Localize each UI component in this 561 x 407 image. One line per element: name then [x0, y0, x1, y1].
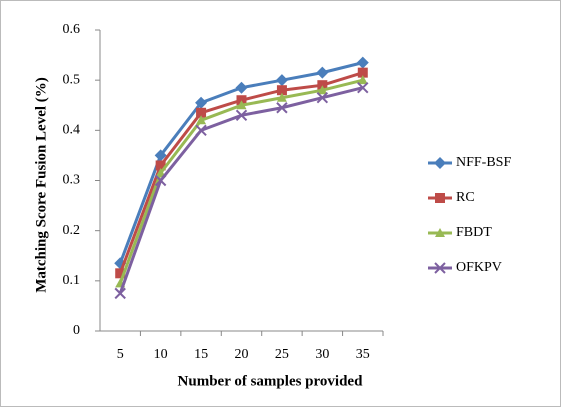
marker	[276, 92, 287, 102]
y-axis-label: Matching Score Fusion Level (%)	[33, 77, 49, 293]
y-tick-label: 0.4	[63, 123, 81, 138]
marker	[195, 124, 207, 137]
marker	[357, 81, 369, 94]
marker	[195, 96, 208, 109]
marker	[316, 66, 329, 79]
marker	[235, 81, 248, 94]
marker	[115, 268, 126, 279]
legend-marker	[435, 228, 445, 237]
marker	[317, 85, 328, 95]
y-tick-label: 0.2	[63, 223, 81, 238]
marker	[154, 174, 167, 187]
legend-label: RC	[456, 190, 475, 205]
x-tick-label: 15	[194, 347, 208, 362]
legend-marker	[434, 262, 446, 274]
marker	[276, 85, 287, 96]
marker	[357, 75, 368, 85]
x-tick-label: 35	[356, 347, 370, 362]
marker	[236, 100, 247, 110]
marker	[357, 67, 368, 78]
marker	[155, 160, 166, 171]
y-tick-label: 0.5	[63, 72, 81, 87]
legend-label: NFF-BSF	[456, 155, 511, 170]
legend-label: OFKPV	[456, 260, 502, 275]
marker	[356, 56, 369, 69]
marker	[316, 92, 329, 104]
x-tick-label: 30	[315, 347, 329, 362]
marker	[235, 109, 248, 121]
x-tick-label: 25	[275, 347, 289, 362]
marker	[154, 149, 167, 162]
marker	[236, 95, 247, 106]
legend-marker	[435, 193, 445, 203]
marker	[114, 287, 126, 300]
y-tick-label: 0.1	[63, 273, 81, 288]
y-tick-label: 0	[73, 323, 80, 338]
marker	[275, 74, 288, 87]
x-tick-label: 10	[154, 347, 168, 362]
x-tick-label: 5	[117, 347, 124, 362]
x-axis-label: Number of samples provided	[178, 373, 364, 389]
marker	[196, 115, 207, 125]
marker	[317, 80, 328, 91]
marker	[276, 102, 288, 114]
x-tick-label: 20	[235, 347, 249, 362]
legend-label: FBDT	[456, 225, 492, 240]
y-tick-label: 0.3	[63, 173, 81, 188]
marker	[155, 167, 166, 177]
y-tick-label: 0.6	[63, 22, 81, 37]
marker	[196, 107, 207, 118]
legend-marker	[434, 157, 446, 169]
